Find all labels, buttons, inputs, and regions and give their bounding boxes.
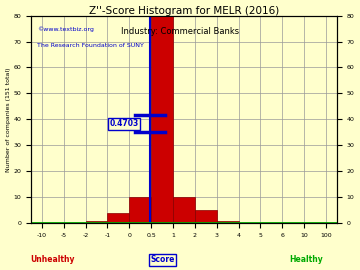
Bar — [173, 197, 195, 223]
Bar — [129, 197, 151, 223]
Bar — [217, 221, 239, 223]
Y-axis label: Number of companies (151 total): Number of companies (151 total) — [5, 67, 10, 172]
Text: Score: Score — [150, 255, 175, 264]
Text: Unhealthy: Unhealthy — [30, 255, 75, 264]
Text: Industry: Commercial Banks: Industry: Commercial Banks — [121, 27, 239, 36]
Text: Healthy: Healthy — [289, 255, 323, 264]
Title: Z''-Score Histogram for MELR (2016): Z''-Score Histogram for MELR (2016) — [89, 6, 279, 16]
Bar — [107, 213, 129, 223]
Bar — [151, 16, 173, 223]
Text: ©www.textbiz.org: ©www.textbiz.org — [37, 26, 94, 32]
Text: 0.4703: 0.4703 — [110, 119, 139, 128]
Bar — [86, 221, 107, 223]
Bar — [195, 210, 217, 223]
Text: The Research Foundation of SUNY: The Research Foundation of SUNY — [37, 43, 144, 48]
